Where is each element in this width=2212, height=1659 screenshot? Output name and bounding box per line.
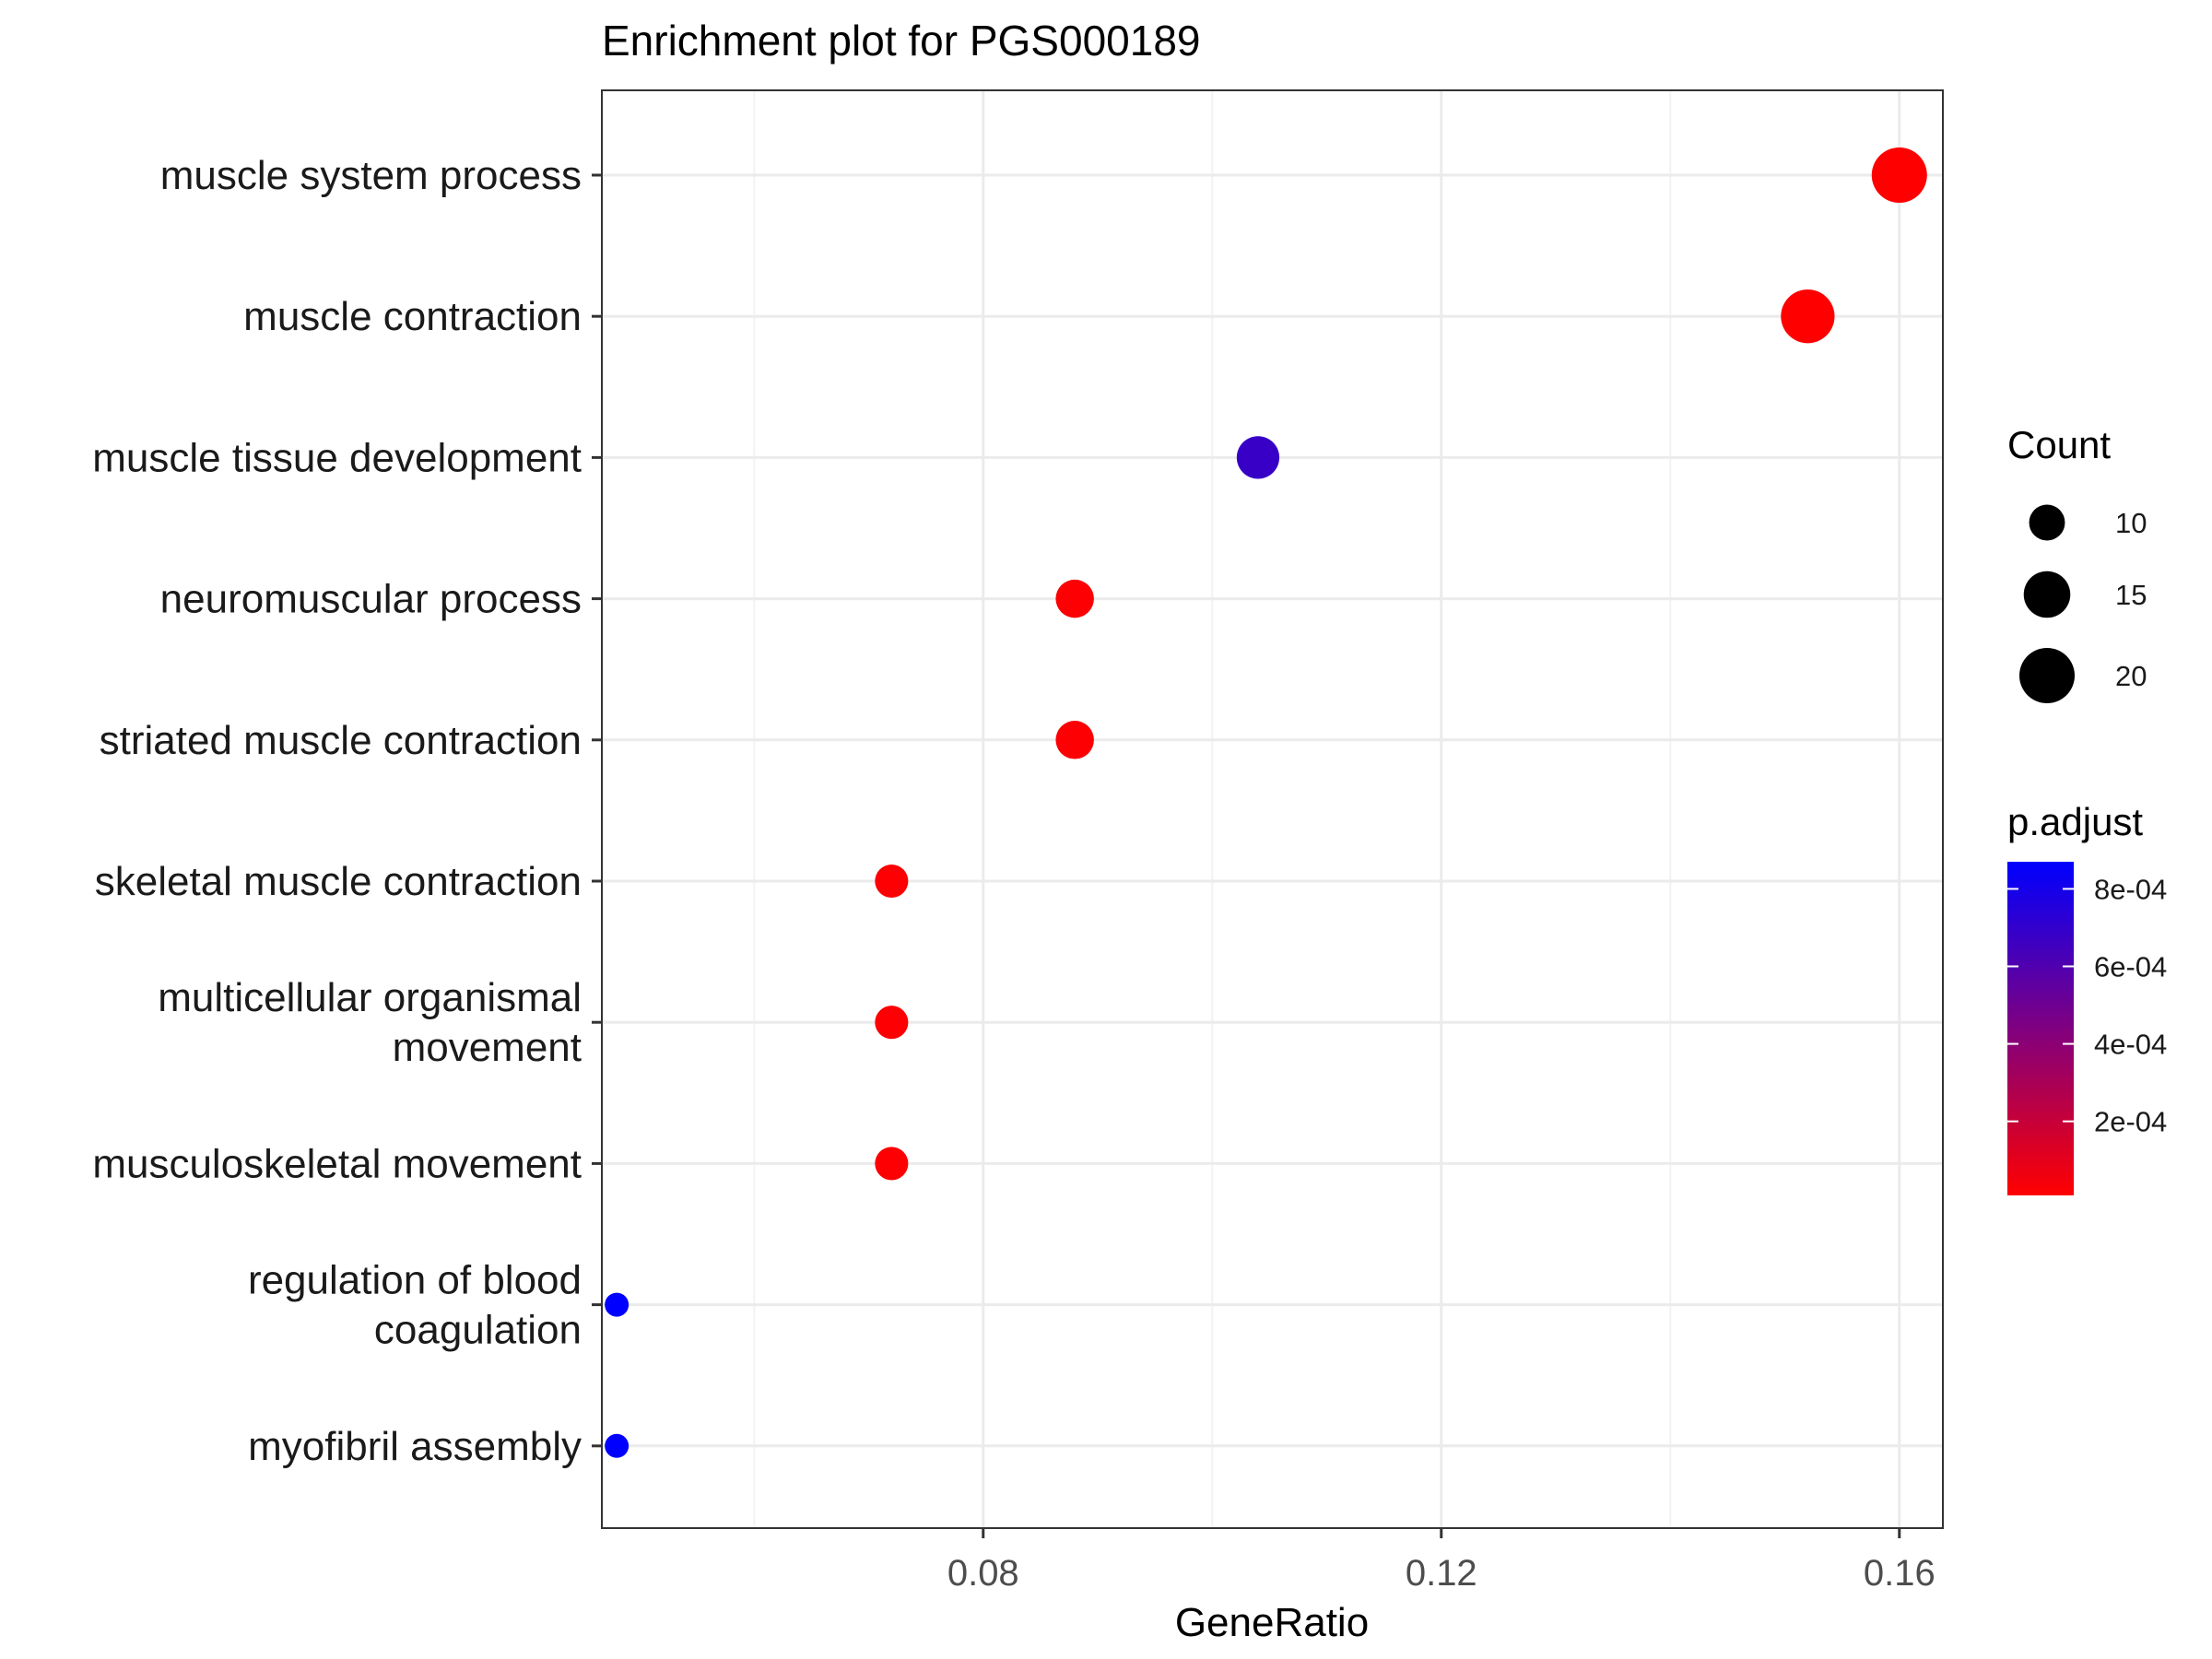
minor-grid [753, 90, 1672, 1528]
p-adjust-legend-label: 2e-04 [2094, 1106, 2167, 1138]
y-tick-label: muscle tissue development [92, 435, 582, 480]
plot-panel [602, 90, 1943, 1528]
data-point [1871, 147, 1927, 203]
y-tick-label: striated muscle contraction [100, 718, 582, 763]
data-point [875, 864, 909, 899]
y-tick-label: regulation of blood [248, 1258, 582, 1303]
x-tick-label: 0.12 [1406, 1553, 1477, 1594]
x-tick-label: 0.08 [947, 1553, 1019, 1594]
data-point [605, 1433, 629, 1458]
x-tick-label: 0.16 [1864, 1553, 1936, 1594]
count-legend-label: 10 [2115, 507, 2147, 539]
p-adjust-legend-label: 4e-04 [2094, 1029, 2167, 1061]
y-tick-label: movement [393, 1025, 582, 1070]
y-tick-label: neuromuscular process [160, 577, 582, 622]
y-tick-label: muscle system process [160, 153, 582, 198]
data-point [1055, 721, 1094, 759]
p-adjust-legend-label: 6e-04 [2094, 951, 2167, 983]
x-axis: 0.08 0.12 0.16 [947, 1528, 1936, 1594]
y-axis: muscle system process muscle contraction m… [92, 153, 602, 1469]
count-legend-key [2019, 648, 2075, 703]
p-adjust-legend-label: 8e-04 [2094, 873, 2167, 905]
data-point [1055, 579, 1094, 618]
p-adjust-legend-title: p.adjust [2007, 800, 2143, 843]
count-legend-key [2023, 571, 2071, 618]
data-point [605, 1292, 629, 1317]
y-tick-label: multicellular organismal [158, 975, 582, 1020]
y-tick-label: coagulation [374, 1308, 582, 1353]
data-points [605, 147, 1927, 1458]
data-point [1236, 436, 1280, 479]
y-tick-label: myofibril assembly [248, 1424, 582, 1469]
count-legend-title: Count [2007, 423, 2111, 466]
p-adjust-colorbar [2007, 862, 2074, 1195]
chart-title: Enrichment plot for PGS000189 [602, 17, 1200, 65]
count-legend-label: 20 [2115, 660, 2147, 692]
x-axis-title: GeneRatio [1175, 1600, 1369, 1645]
data-point [875, 1006, 909, 1040]
y-tick-label: musculoskeletal movement [92, 1141, 582, 1186]
major-grid [602, 90, 1943, 1528]
p-adjust-legend: p.adjust 2e-04 4e-04 6e-04 8e-04 [2007, 800, 2167, 1195]
y-tick-label: skeletal muscle contraction [95, 859, 582, 904]
data-point [875, 1147, 909, 1181]
plot-border [601, 89, 1944, 1529]
count-legend: Count 10 15 20 [2007, 423, 2147, 703]
count-legend-key [2029, 504, 2065, 541]
count-legend-label: 15 [2115, 579, 2147, 611]
y-tick-label: muscle contraction [243, 294, 582, 339]
data-point [1781, 289, 1835, 344]
